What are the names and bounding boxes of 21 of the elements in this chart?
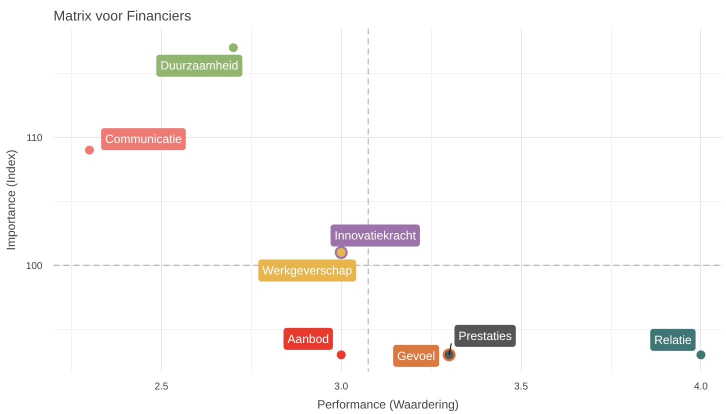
series-label: Gevoel	[397, 348, 436, 363]
x-axis-title: Performance (Waardering)	[317, 398, 459, 412]
point	[84, 146, 94, 155]
x-tick-label: 4.0	[694, 382, 708, 392]
y-tick-label: 110	[26, 132, 43, 144]
x-tick-label: 3.0	[334, 382, 349, 392]
series-label: Innovatiekracht	[334, 228, 417, 242]
y-tick-label: 100	[26, 260, 43, 272]
series-label: Aanbod	[288, 332, 329, 346]
series-label: Communicatie	[105, 132, 182, 146]
series-label: Relatie	[654, 332, 692, 347]
point	[228, 43, 238, 52]
point	[336, 350, 346, 360]
point	[696, 350, 706, 360]
series-label: Werkgeverschap	[262, 263, 352, 278]
x-tick-label: 2.5	[154, 382, 169, 392]
x-tick-label: 3.5	[514, 382, 528, 392]
series-label: Prestaties	[458, 328, 512, 343]
y-axis-title: Importance (Index)	[4, 150, 18, 250]
chart-title: Matrix voor Financiers	[54, 8, 192, 24]
series-label: Duurzaamheid	[160, 58, 238, 73]
